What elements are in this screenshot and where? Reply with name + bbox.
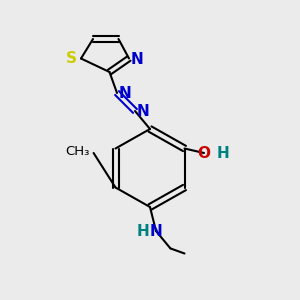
Text: N: N [136, 103, 149, 118]
Text: N: N [130, 52, 143, 68]
Text: S: S [66, 51, 77, 66]
Text: O: O [197, 146, 211, 160]
Text: N: N [118, 85, 131, 100]
Text: H: H [136, 224, 149, 239]
Text: H: H [217, 146, 230, 160]
Text: N: N [150, 224, 162, 238]
Text: CH₃: CH₃ [66, 145, 90, 158]
